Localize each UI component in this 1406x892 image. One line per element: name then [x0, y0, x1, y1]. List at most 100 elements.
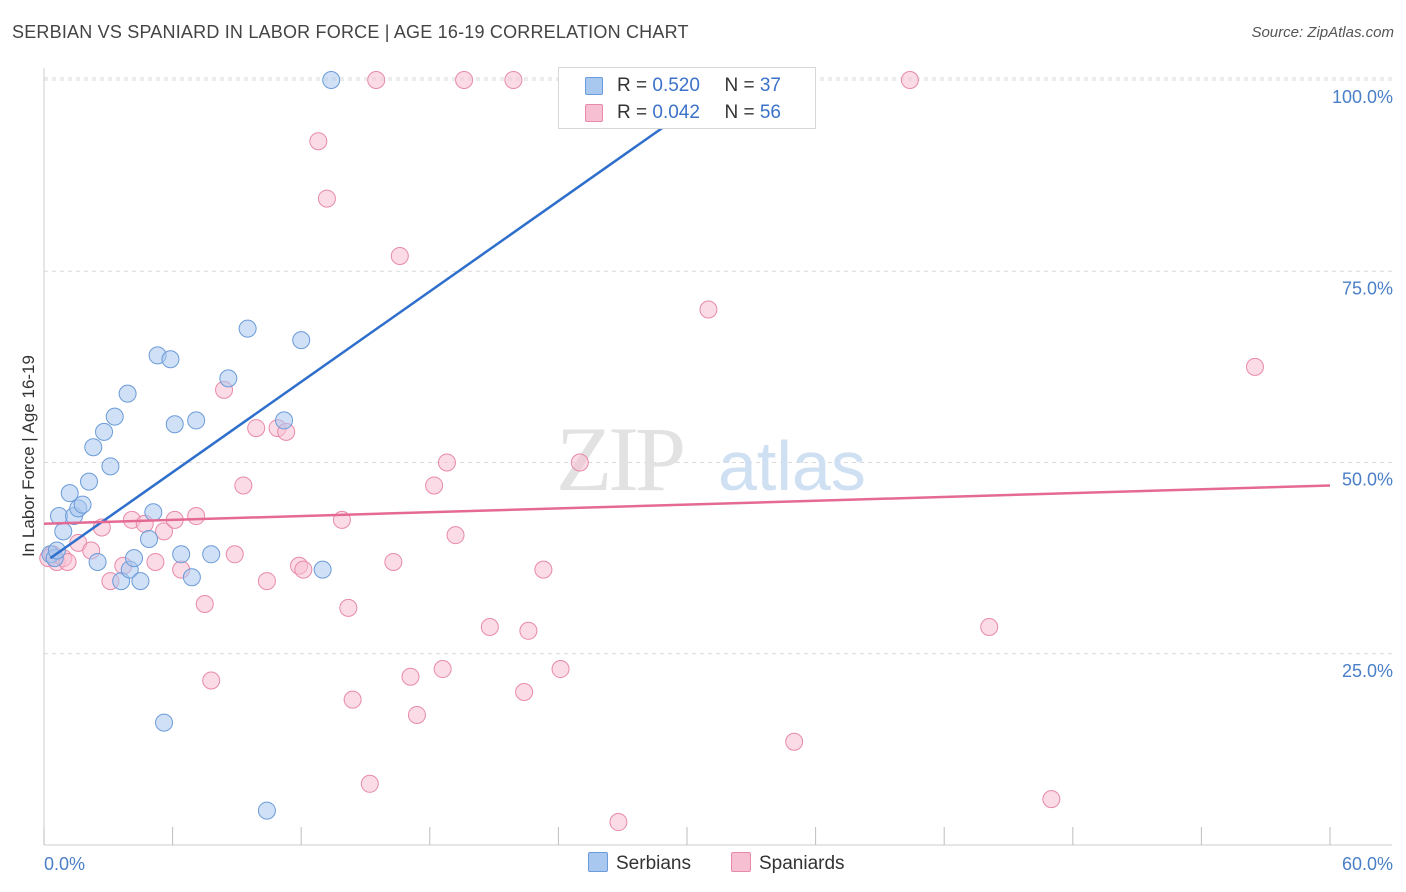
spaniard-point[interactable]: [294, 560, 313, 579]
spaniard-point[interactable]: [900, 71, 919, 89]
spaniard-point[interactable]: [401, 667, 420, 686]
serbians-legend-swatch: [588, 852, 608, 872]
x-tick-label: 60.0%: [1342, 854, 1393, 874]
spaniards-n-value: 56: [759, 102, 781, 123]
serbians-n-value: 37: [759, 75, 781, 96]
spaniard-point[interactable]: [551, 660, 570, 679]
spaniard-point[interactable]: [146, 552, 165, 571]
serbian-point[interactable]: [125, 549, 144, 568]
serbian-point[interactable]: [88, 552, 107, 571]
y-tick-label: 100.0%: [1332, 87, 1393, 107]
serbian-point[interactable]: [187, 411, 206, 430]
spaniard-point[interactable]: [504, 71, 523, 89]
spaniard-point[interactable]: [1042, 790, 1061, 809]
serbian-point[interactable]: [182, 568, 201, 587]
spaniard-point[interactable]: [433, 660, 452, 679]
spaniard-point[interactable]: [309, 132, 328, 151]
serbian-point[interactable]: [73, 495, 92, 514]
spaniards-n-label: N =: [724, 102, 760, 123]
serbians-swatch: [585, 77, 603, 95]
serbian-point[interactable]: [202, 545, 221, 564]
spaniard-point[interactable]: [980, 617, 999, 636]
spaniard-point[interactable]: [455, 71, 474, 89]
serbian-point[interactable]: [105, 407, 124, 426]
serbians-n-label: N =: [724, 75, 760, 96]
serbians-legend-label: Serbians: [616, 853, 691, 874]
spaniard-point[interactable]: [480, 617, 499, 636]
spaniard-point[interactable]: [407, 705, 426, 724]
spaniard-point[interactable]: [437, 453, 456, 472]
serbian-point[interactable]: [101, 457, 120, 476]
serbian-point[interactable]: [238, 319, 257, 338]
serbian-point[interactable]: [257, 801, 276, 820]
spaniard-point[interactable]: [225, 545, 244, 564]
spaniard-point[interactable]: [390, 246, 409, 265]
spaniard-point[interactable]: [360, 774, 379, 793]
spaniard-point[interactable]: [515, 683, 534, 701]
spaniard-point[interactable]: [785, 732, 804, 751]
serbian-point[interactable]: [140, 530, 159, 548]
spaniards-r-value: 0.042: [652, 102, 700, 123]
spaniard-point[interactable]: [317, 189, 336, 208]
spaniard-point[interactable]: [257, 572, 276, 591]
spaniard-point[interactable]: [519, 621, 538, 640]
spaniard-point[interactable]: [234, 476, 253, 495]
watermark: ZIP atlas: [556, 408, 866, 510]
serbians-trend-line: [49, 109, 688, 560]
serbians-r-label: R =: [617, 75, 653, 96]
serbian-point[interactable]: [219, 369, 238, 388]
bottom-legend-serbians: Serbians: [588, 852, 691, 875]
spaniard-point[interactable]: [570, 453, 589, 472]
trend-lines: [43, 109, 1331, 560]
serbian-point[interactable]: [80, 472, 99, 491]
spaniards-trend-line: [43, 484, 1331, 525]
spaniard-point[interactable]: [425, 476, 444, 495]
gridlines: [44, 77, 1392, 655]
serbian-point[interactable]: [95, 422, 114, 441]
spaniard-point[interactable]: [699, 300, 718, 319]
spaniard-point[interactable]: [247, 419, 266, 438]
spaniard-point[interactable]: [1245, 357, 1264, 376]
spaniard-point[interactable]: [187, 507, 206, 526]
spaniards-r-label: R =: [617, 102, 653, 123]
serbian-point[interactable]: [275, 411, 294, 430]
serbian-point[interactable]: [161, 350, 180, 369]
spaniards-legend-swatch: [731, 852, 751, 872]
serbian-point[interactable]: [118, 384, 137, 403]
spaniard-point[interactable]: [155, 522, 174, 541]
serbian-point[interactable]: [84, 438, 103, 457]
chart-title: SERBIAN VS SPANIARD IN LABOR FORCE | AGE…: [12, 22, 689, 42]
spaniard-point[interactable]: [534, 560, 553, 579]
spaniard-point[interactable]: [202, 671, 221, 690]
serbian-point[interactable]: [322, 71, 341, 89]
y-tick-label: 50.0%: [1342, 470, 1393, 490]
spaniard-point[interactable]: [384, 552, 403, 571]
serbian-point[interactable]: [54, 522, 73, 541]
serbian-point[interactable]: [155, 713, 174, 732]
bottom-legend-spaniards: Spaniards: [731, 852, 845, 875]
serbian-point[interactable]: [47, 541, 66, 560]
spaniard-point[interactable]: [343, 690, 362, 709]
spaniard-point[interactable]: [609, 813, 628, 832]
serbians-r-value: 0.520: [652, 75, 700, 96]
spaniard-point[interactable]: [367, 71, 386, 89]
serbian-point[interactable]: [172, 545, 191, 564]
serbian-point[interactable]: [313, 560, 332, 579]
y-axis-label: In Labor Force | Age 16-19: [19, 355, 38, 557]
spaniard-point[interactable]: [339, 598, 358, 617]
serbian-point[interactable]: [131, 572, 150, 591]
serbian-point[interactable]: [165, 415, 184, 434]
serbian-point[interactable]: [60, 484, 79, 503]
spaniards-legend-label: Spaniards: [759, 853, 845, 874]
spaniard-point[interactable]: [446, 526, 465, 545]
serbian-point[interactable]: [144, 503, 163, 522]
x-tick-labels: 0.0% 60.0%: [44, 854, 1393, 874]
spaniard-point[interactable]: [195, 595, 214, 614]
source-credit: Source: ZipAtlas.com: [1251, 24, 1394, 41]
correlation-legend: R = 0.520 N = 37 R = 0.042 N = 56: [558, 67, 816, 129]
y-tick-labels: 25.0% 50.0% 75.0% 100.0%: [1332, 87, 1393, 681]
serbian-point[interactable]: [292, 331, 311, 350]
y-tick-label: 75.0%: [1342, 278, 1393, 298]
spaniards-points: [39, 71, 1264, 832]
